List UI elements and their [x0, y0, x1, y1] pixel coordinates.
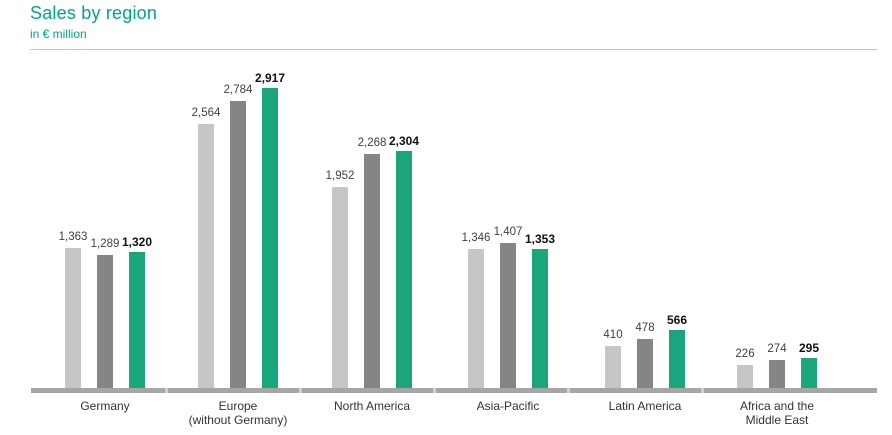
- value-label: 1,952: [325, 170, 355, 182]
- bar-series-1-light-gray-1: [65, 248, 81, 388]
- value-label: 1,346: [461, 232, 491, 244]
- bar-series-2-dark-gray-1: [97, 255, 113, 388]
- bar-series-1-light-gray-2: [198, 124, 214, 388]
- category-label: Germany: [80, 399, 130, 413]
- axis-notch: [701, 388, 704, 393]
- value-label: 1,407: [493, 226, 523, 238]
- bar-plot-area: 1,363 1,289 1,320 2,564 2,784 2,917 1,952 2,268…: [30, 0, 878, 388]
- bar-series-3-green-bold-6: [801, 358, 817, 388]
- bar-series-3-green-bold-3: [396, 151, 412, 388]
- value-label: 2,917: [254, 71, 286, 85]
- value-label: 2,564: [191, 107, 221, 119]
- bar-series-3-green-bold-4: [532, 249, 548, 388]
- value-label: 2,268: [357, 137, 387, 149]
- axis-notch: [433, 388, 436, 393]
- x-axis-baseline: [31, 388, 877, 393]
- chart-subtitle: in € million: [30, 27, 87, 41]
- value-label: 295: [798, 341, 820, 355]
- value-label: 226: [735, 348, 755, 360]
- value-label: 1,363: [58, 231, 88, 243]
- bar-series-2-dark-gray-3: [364, 154, 380, 388]
- value-label: 566: [666, 313, 688, 327]
- value-label: 1,320: [121, 235, 153, 249]
- bar-series-2-dark-gray-5: [637, 339, 653, 388]
- value-label: 1,353: [524, 232, 556, 246]
- bar-series-1-light-gray-6: [737, 365, 753, 388]
- category-label: Latin America: [608, 399, 682, 413]
- bar-series-2-dark-gray-2: [230, 101, 246, 388]
- value-label: 2,304: [388, 134, 420, 148]
- bar-series-1-light-gray-5: [605, 346, 621, 388]
- axis-notch: [299, 388, 302, 393]
- category-label: Europe (without Germany): [188, 399, 288, 427]
- value-label: 1,289: [90, 238, 120, 250]
- bar-series-2-dark-gray-4: [500, 243, 516, 388]
- category-label: North America: [333, 399, 411, 413]
- category-label: Asia-Pacific: [476, 399, 540, 413]
- bar-series-3-green-bold-2: [262, 88, 278, 388]
- bar-series-3-green-bold-5: [669, 330, 685, 388]
- bar-series-1-light-gray-3: [332, 187, 348, 388]
- value-label: 2,784: [223, 84, 253, 96]
- value-label: 410: [603, 329, 623, 341]
- axis-notch: [567, 388, 570, 393]
- bar-series-2-dark-gray-6: [769, 360, 785, 388]
- bar-series-1-light-gray-4: [468, 249, 484, 388]
- chart-title: Sales by region: [30, 3, 158, 23]
- axis-notch: [165, 388, 168, 393]
- value-label: 478: [635, 322, 655, 334]
- header-divider-line: [30, 48, 877, 50]
- bar-series-3-green-bold-1: [129, 252, 145, 388]
- category-label: Africa and the Middle East: [739, 399, 815, 427]
- value-label: 274: [767, 343, 787, 355]
